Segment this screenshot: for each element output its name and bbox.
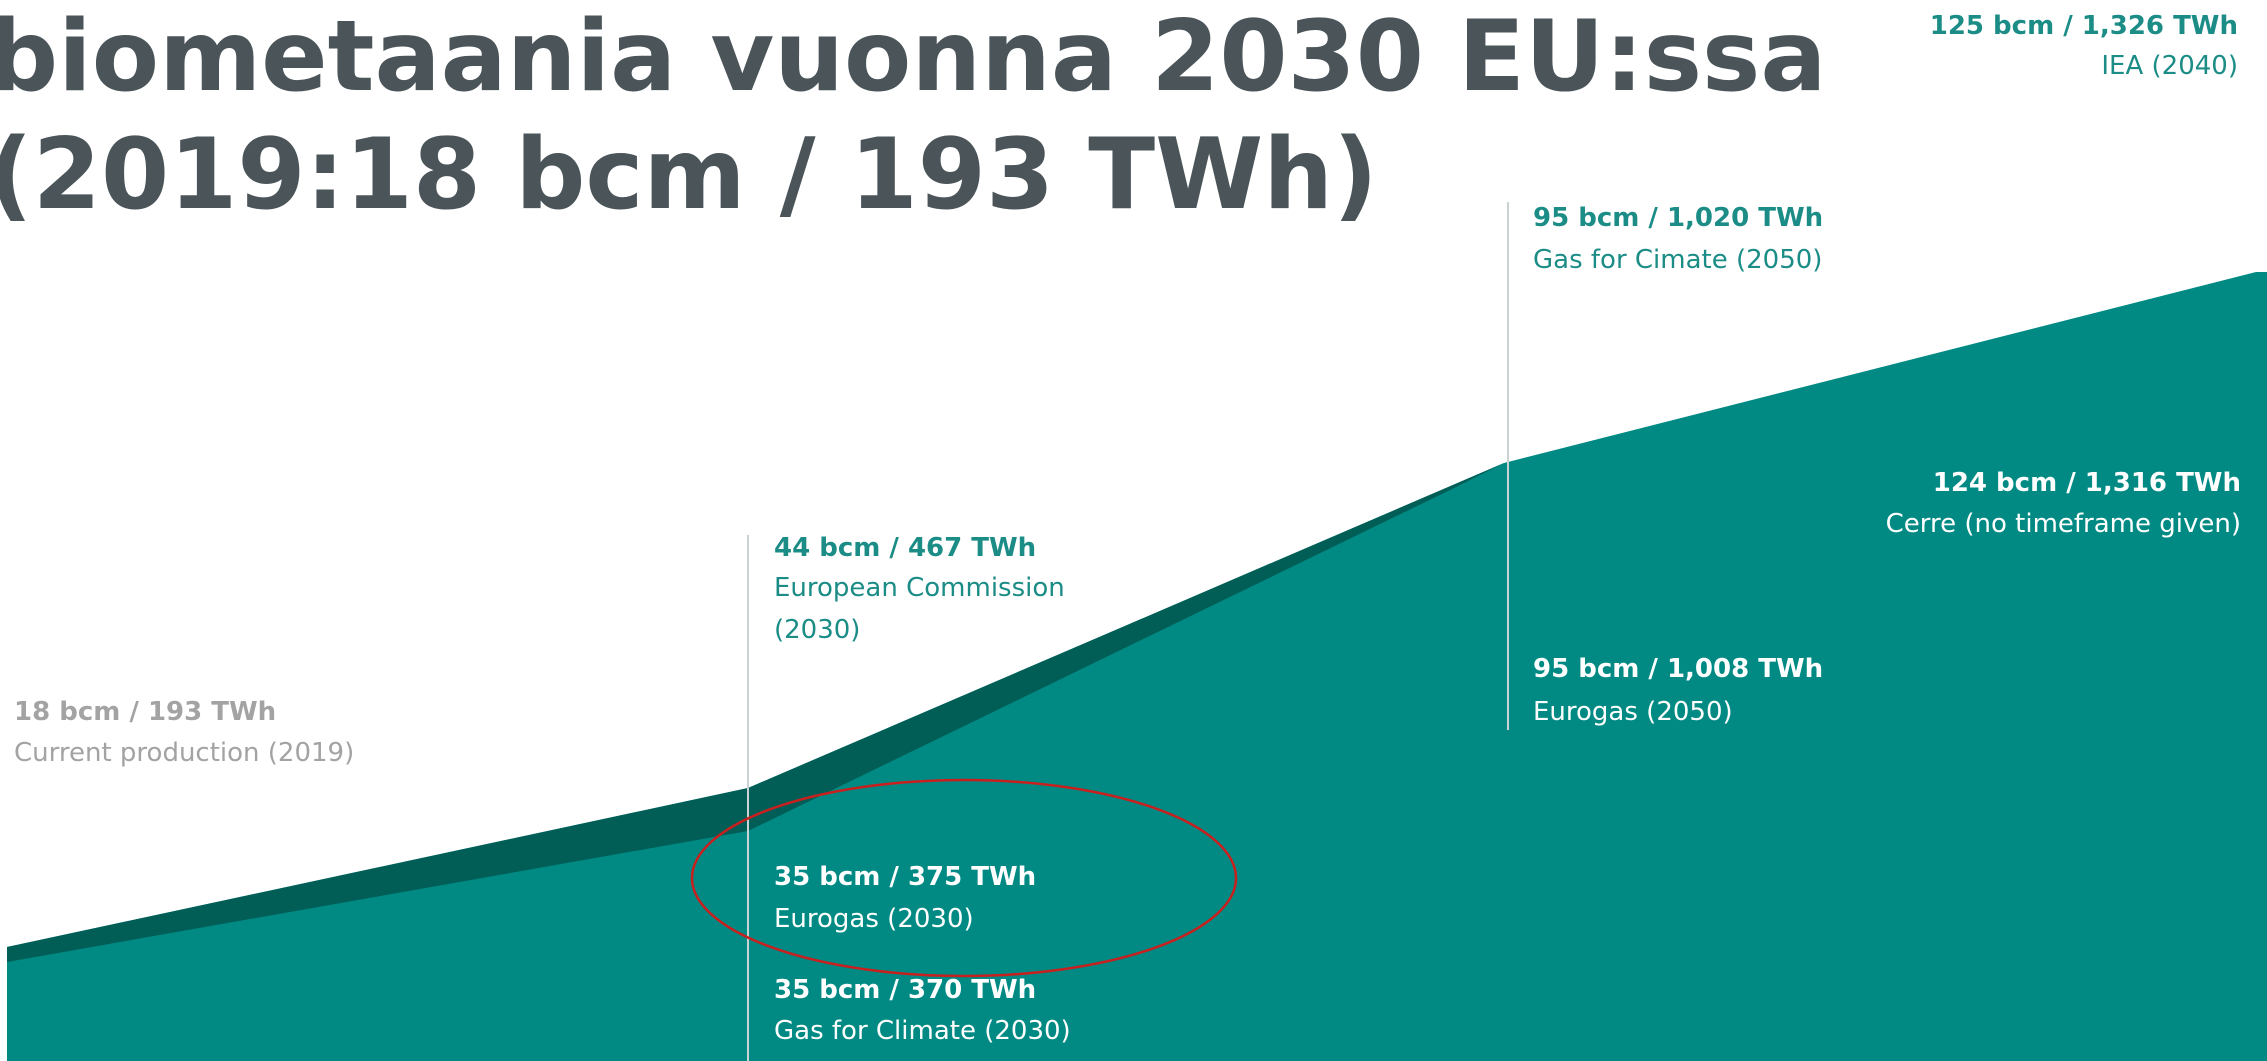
annotation-label: Gas for Climate (2030) [774,1016,1071,1046]
annotation-label: European Commission [774,573,1065,603]
title: (2019:18 bcm / 193 TWh) [0,118,1378,232]
annotation-value: 95 bcm / 1,008 TWh [1533,654,1823,684]
annotation-value: 124 bcm / 1,316 TWh [1933,468,2241,498]
highlight-circle [690,778,1238,978]
annotation-label: Gas for Cimate (2050) [1533,245,1822,275]
annotation-label: Eurogas (2030) [774,904,974,934]
annotation-label: IEA (2040) [2101,51,2238,81]
annotation-label: Eurogas (2050) [1533,697,1733,727]
projection-area [7,272,2267,1061]
annotation-label: Cerre (no timeframe given) [1886,509,2241,539]
annotation-value: 44 bcm / 467 TWh [774,533,1036,563]
annotation-value: 125 bcm / 1,326 TWh [1930,11,2238,41]
annotation-value: 35 bcm / 370 TWh [774,975,1036,1005]
annotation-value: 95 bcm / 1,020 TWh [1533,203,1823,233]
annotation-label: (2030) [774,615,860,645]
title: biometaania vuonna 2030 EU:ssa [0,0,1827,114]
annotation-value: 35 bcm / 375 TWh [774,862,1036,892]
annotation-value: 18 bcm / 193 TWh [14,697,276,727]
annotation-label: Current production (2019) [14,738,354,768]
